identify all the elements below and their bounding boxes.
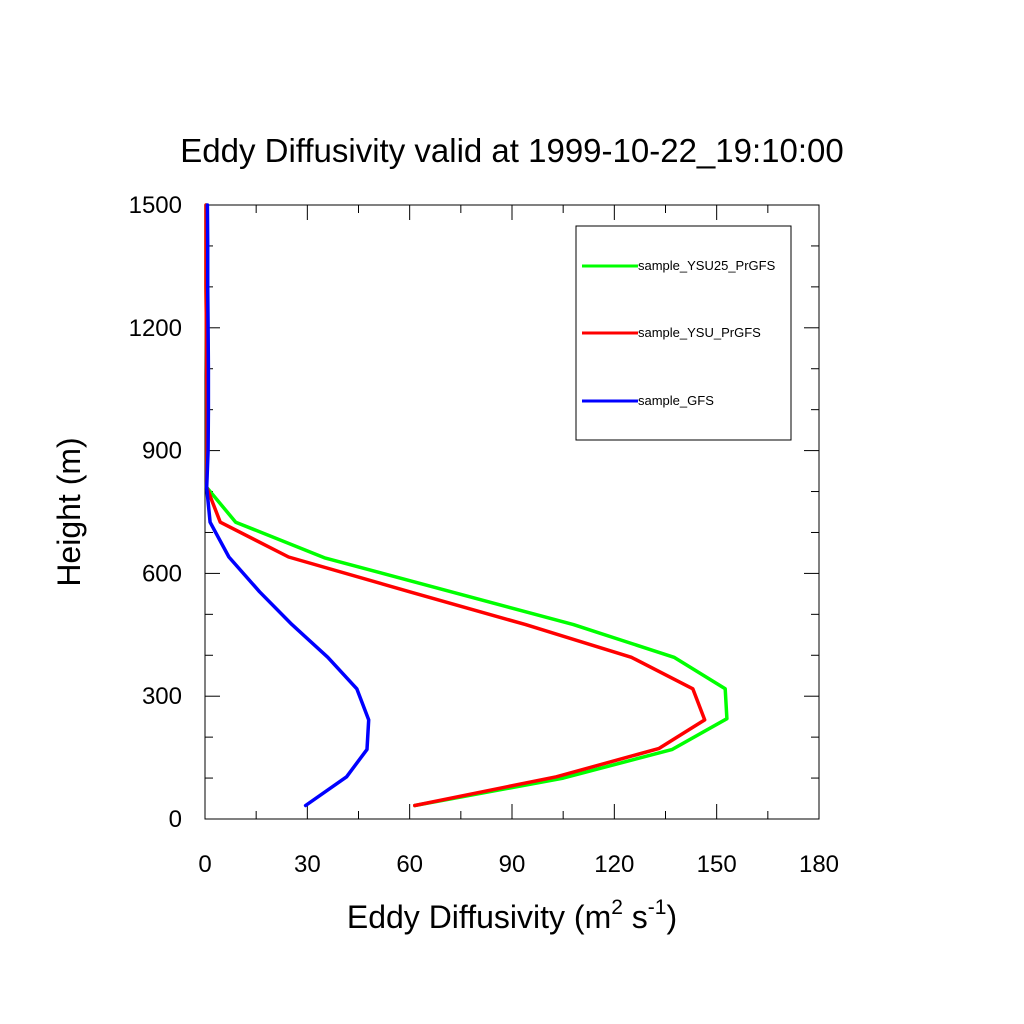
- legend-label: sample_GFS: [638, 393, 714, 408]
- x-tick-label: 90: [499, 851, 526, 878]
- x-tick-labels: 0 30 60 90 120 150 180: [198, 851, 839, 878]
- legend-label: sample_YSU_PrGFS: [638, 325, 761, 340]
- x-axis-label-open: (: [574, 899, 585, 935]
- x-tick-label: 30: [294, 851, 321, 878]
- y-tick-label: 1200: [129, 315, 182, 342]
- chart-title: Eddy Diffusivity valid at 1999-10-22_19:…: [180, 132, 843, 169]
- x-axis-label-exp2: -1: [648, 896, 667, 919]
- legend-box: [575, 225, 792, 441]
- x-axis-label-unit-s: s: [632, 899, 648, 935]
- x-tick-label: 120: [594, 851, 634, 878]
- x-tick-label: 60: [396, 851, 423, 878]
- x-tick-label: 180: [799, 851, 839, 878]
- series-layer: [204, 203, 729, 808]
- series-line-sample_YSU25_PrGFS: [204, 203, 729, 808]
- x-axis-label-exp1: 2: [611, 896, 623, 919]
- plot-frame: [204, 204, 820, 820]
- series-line-sample_YSU_PrGFS: [204, 203, 707, 808]
- x-tick-label: 0: [198, 851, 211, 878]
- y-axis-label: Height (m): [51, 437, 87, 586]
- x-tick-label: 150: [697, 851, 737, 878]
- x-axis-label-close: ): [666, 899, 677, 935]
- y-tick-label: 600: [142, 560, 182, 587]
- axis-ticks: [204, 204, 820, 820]
- y-tick-label: 900: [142, 438, 182, 465]
- y-tick-label: 0: [169, 806, 182, 833]
- legend-label: sample_YSU25_PrGFS: [638, 258, 776, 273]
- y-tick-label: 1500: [129, 192, 182, 219]
- series-line-sample_GFS: [204, 203, 371, 808]
- legend: sample_YSU25_PrGFS sample_YSU_PrGFSsample…: [575, 225, 792, 441]
- y-tick-label: 300: [142, 683, 182, 710]
- x-axis-label-text: Eddy Diffusivity: [347, 899, 565, 935]
- x-axis-label: Eddy Diffusivity (m2 s-1): [347, 896, 677, 935]
- y-tick-labels: 0 300 600 900 1200 1500: [129, 192, 182, 833]
- x-axis-label-unit-m: m: [585, 899, 612, 935]
